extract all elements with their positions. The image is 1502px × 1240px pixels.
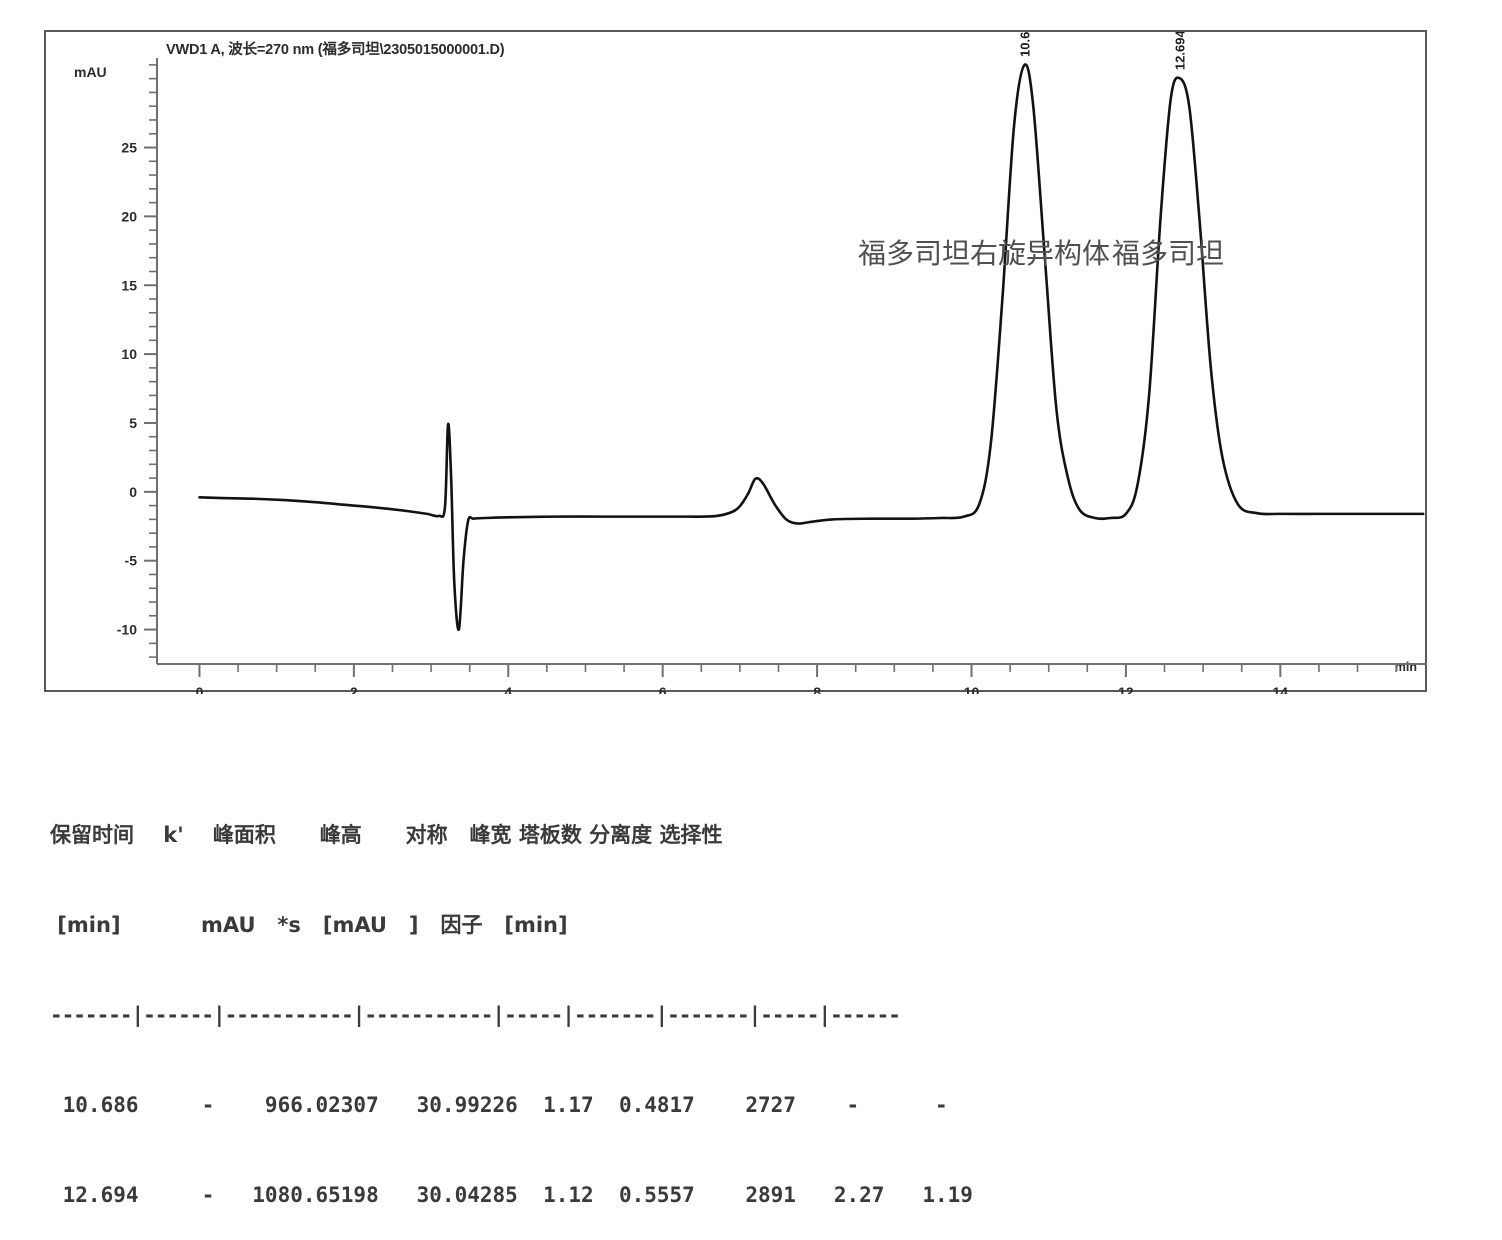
chromatogram-trace: [198, 63, 1425, 631]
results-table: 保留时间 k' 峰面积 峰高 对称 峰宽 塔板数 分离度 选择性 [min] m…: [50, 760, 1450, 1240]
x-tick-label: 8: [813, 684, 821, 694]
x-tick-label: 2: [350, 684, 358, 694]
x-tick-label: 12: [1118, 684, 1134, 694]
y-tick-label: 20: [121, 208, 137, 224]
axes-group: 25 20 15 10 5 0 -5 -10 0 2 4 6 8 10 12 14: [117, 58, 1427, 694]
y-tick-label: 15: [121, 277, 137, 293]
table-header-row-2: [min] mAU *s [mAU ] 因子 [min]: [50, 913, 568, 937]
y-tick-label: 25: [121, 140, 137, 156]
annotation-right-peak: 福多司坦: [1112, 237, 1225, 270]
y-tick-label: 5: [129, 415, 137, 431]
chromatogram-panel: VWD1 A, 波长=270 nm (福多司坦\2305015000001.D)…: [44, 30, 1427, 694]
chromatogram-plot: 25 20 15 10 5 0 -5 -10 0 2 4 6 8 10 12 14 10.686 12.694: [117, 32, 1427, 694]
x-tick-label: 6: [659, 684, 667, 694]
table-header-row-1: 保留时间 k' 峰面积 峰高 对称 峰宽 塔板数 分离度 选择性: [50, 823, 723, 847]
x-tick-label: 10: [964, 684, 980, 694]
y-axis-unit-label: mAU: [74, 64, 107, 80]
x-tick-label: 14: [1273, 684, 1289, 694]
y-tick-label: -5: [125, 553, 138, 569]
x-tick-label: 0: [196, 684, 204, 694]
peak-retention-label: 12.694: [1172, 32, 1187, 70]
trace-group: [198, 63, 1425, 631]
y-tick-label: 0: [129, 484, 137, 500]
y-tick-label: 10: [121, 346, 137, 362]
y-tick-label: -10: [117, 622, 137, 638]
peak-retention-label: 10.686: [1017, 32, 1032, 57]
table-separator-row: -------|------|-----------|-----------|-…: [50, 1003, 901, 1027]
table-row: 12.694 - 1080.65198 30.04285 1.12 0.5557…: [50, 1183, 973, 1207]
table-row: 10.686 - 966.02307 30.99226 1.17 0.4817 …: [50, 1093, 948, 1117]
x-tick-label: 4: [504, 684, 512, 694]
peak-label-group: 10.686 12.694: [1017, 32, 1187, 70]
annotation-left-peak: 福多司坦右旋异构体: [858, 237, 1111, 270]
chart-title: VWD1 A, 波长=270 nm (福多司坦\2305015000001.D): [166, 42, 505, 58]
